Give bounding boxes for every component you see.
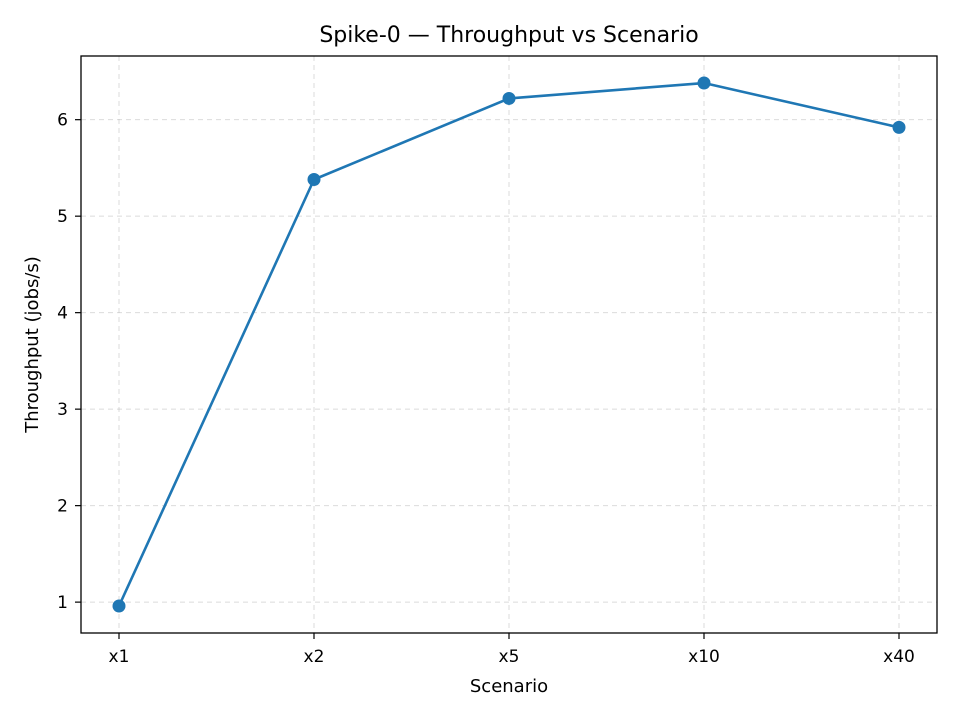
data-point-x5	[502, 91, 516, 105]
chart-title: Spike-0 — Throughput vs Scenario	[319, 23, 698, 48]
x-tick-label: x5	[499, 647, 520, 667]
x-tick-label: x10	[688, 647, 720, 667]
x-tick-label: x1	[109, 647, 130, 667]
y-tick-label: 4	[57, 304, 68, 324]
y-tick-label: 6	[57, 111, 68, 131]
series-layer	[112, 76, 906, 613]
y-tick-label: 3	[57, 400, 68, 420]
data-point-x40	[892, 120, 906, 134]
y-tick-label: 2	[57, 497, 68, 517]
grid-layer	[81, 56, 937, 633]
y-tick-label: 5	[57, 207, 68, 227]
y-axis-label: Throughput (jobs/s)	[22, 256, 43, 434]
x-tick-label: x40	[883, 647, 915, 667]
ticks-layer: x1 x2 x5 x10 x40 1 2 3 4 5 6	[57, 111, 915, 667]
data-point-x10	[697, 76, 711, 90]
data-point-x2	[307, 173, 321, 187]
data-point-x1	[112, 599, 126, 613]
x-axis-label: Scenario	[470, 676, 548, 697]
y-tick-label: 1	[57, 593, 68, 613]
x-tick-label: x2	[304, 647, 325, 667]
